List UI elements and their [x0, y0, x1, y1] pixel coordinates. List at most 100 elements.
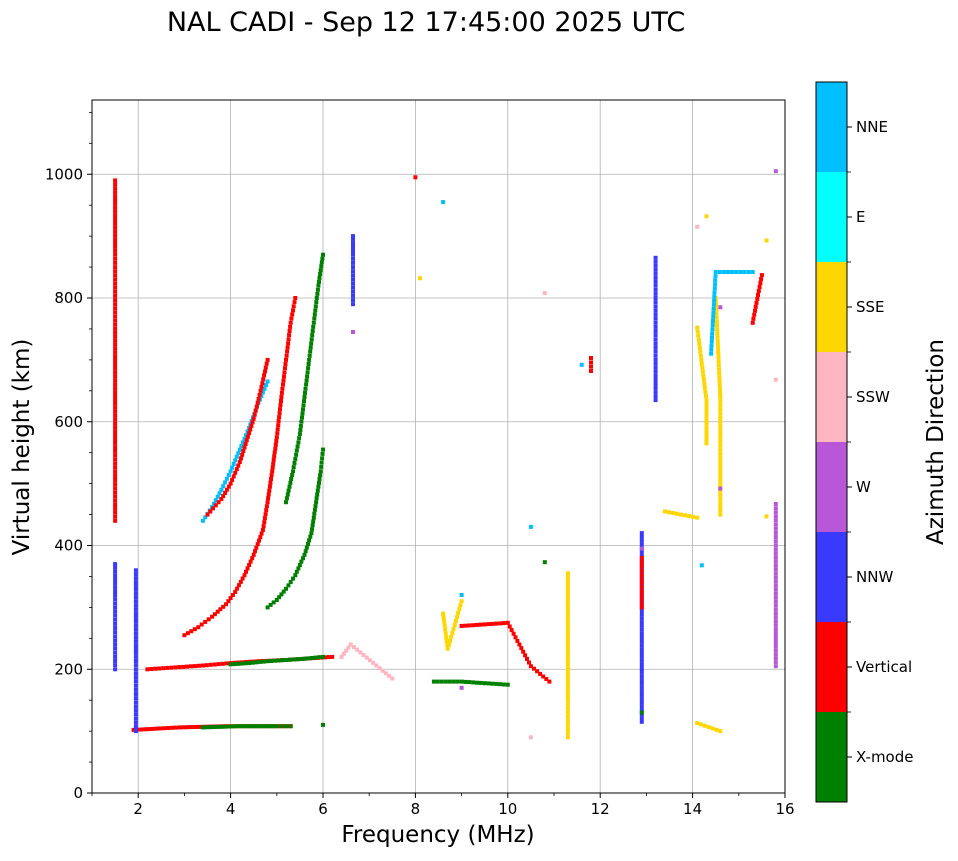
echo-mark — [113, 605, 118, 610]
echo-mark — [314, 300, 319, 305]
echo-mark — [764, 238, 769, 243]
echo-mark — [639, 568, 644, 573]
echo-mark — [718, 415, 723, 420]
y-tick-label: 800 — [54, 289, 83, 307]
echo-mark — [547, 679, 552, 684]
echo-mark — [639, 716, 644, 721]
echo-mark — [653, 283, 658, 288]
echo-mark — [339, 654, 344, 659]
echo-mark — [691, 514, 696, 519]
echo-mark — [639, 647, 644, 652]
echo-mark — [486, 622, 491, 627]
echo-mark — [219, 487, 224, 492]
echo-mark — [288, 324, 293, 329]
echo-mark — [478, 622, 483, 627]
echo-mark — [113, 650, 118, 655]
echo-mark — [773, 583, 778, 588]
echo-mark — [704, 402, 709, 406]
colorbar-tick-label: NNW — [856, 568, 893, 586]
echo-mark — [284, 353, 289, 358]
echo-mark — [565, 702, 570, 707]
echo-mark — [133, 692, 138, 696]
echo-mark — [113, 354, 118, 359]
echo-mark — [675, 511, 679, 516]
echo-mark — [704, 406, 709, 410]
echo-mark — [773, 567, 778, 572]
echo-mark — [113, 461, 118, 466]
echo-mark — [270, 465, 275, 470]
echo-mark — [113, 217, 118, 222]
echo-mark — [351, 285, 355, 290]
colorbar-segment-x-mode — [816, 712, 847, 802]
echo-mark — [528, 524, 533, 529]
echo-mark — [653, 300, 658, 305]
echo-mark — [165, 665, 170, 670]
echo-mark — [212, 725, 216, 729]
echo-mark — [263, 369, 267, 374]
echo-mark — [317, 275, 322, 280]
echo-mark — [315, 488, 320, 493]
echo-mark — [133, 675, 138, 680]
echo-mark — [235, 586, 240, 591]
echo-mark — [773, 615, 778, 620]
echo-mark — [284, 724, 288, 729]
colorbar-frame — [815, 81, 848, 803]
echo-mark — [653, 353, 658, 358]
echo-mark — [413, 175, 418, 180]
echo-mark — [271, 461, 276, 466]
echo-mark — [319, 464, 324, 469]
echo-mark — [490, 621, 495, 626]
echo-mark — [294, 448, 299, 453]
echo-mark — [182, 633, 187, 638]
echo-mark — [321, 447, 325, 452]
echo-mark — [718, 504, 723, 509]
echo-mark — [252, 724, 257, 729]
echo-mark — [527, 660, 531, 665]
echo-mark — [291, 576, 295, 581]
echo-mark — [320, 256, 325, 261]
echo-mark — [639, 605, 644, 610]
echo-mark — [718, 486, 723, 491]
echo-mark — [313, 655, 318, 660]
echo-mark — [113, 241, 118, 245]
echo-mark — [773, 648, 778, 653]
echo-mark — [456, 611, 461, 616]
echo-mark — [753, 308, 757, 313]
colorbar-tick-label: E — [856, 208, 865, 226]
echo-mark — [704, 437, 709, 442]
echo-mark — [713, 270, 718, 274]
echo-mark — [753, 304, 758, 309]
echo-mark — [173, 665, 178, 670]
echo-mark — [228, 662, 233, 667]
echo-mark — [756, 289, 761, 293]
echo-mark — [278, 407, 282, 412]
echo-mark — [281, 382, 285, 387]
echo-mark — [133, 650, 138, 655]
echo-mark — [266, 492, 271, 497]
echo-mark — [177, 665, 182, 670]
echo-mark — [303, 390, 307, 395]
echo-mark — [716, 359, 721, 364]
echo-mark — [471, 623, 476, 628]
echo-mark — [311, 324, 316, 329]
echo-mark — [639, 681, 644, 686]
echo-mark — [288, 480, 293, 485]
echo-mark — [308, 345, 313, 350]
echo-mark — [687, 514, 692, 519]
echo-mark — [242, 436, 247, 441]
colorbar-tick-label: W — [856, 478, 871, 496]
echo-mark — [285, 349, 290, 354]
echo-mark — [292, 461, 297, 465]
echo-mark — [208, 725, 213, 730]
echo-mark — [312, 316, 317, 321]
echo-mark — [773, 563, 778, 568]
echo-mark — [653, 349, 658, 354]
echo-mark — [113, 562, 118, 567]
echo-mark — [730, 270, 735, 274]
echo-mark — [387, 673, 392, 678]
echo-mark — [113, 358, 118, 363]
echo-mark — [309, 337, 314, 342]
echo-mark — [709, 347, 714, 352]
echo-mark — [133, 720, 138, 725]
echo-mark — [696, 333, 701, 338]
